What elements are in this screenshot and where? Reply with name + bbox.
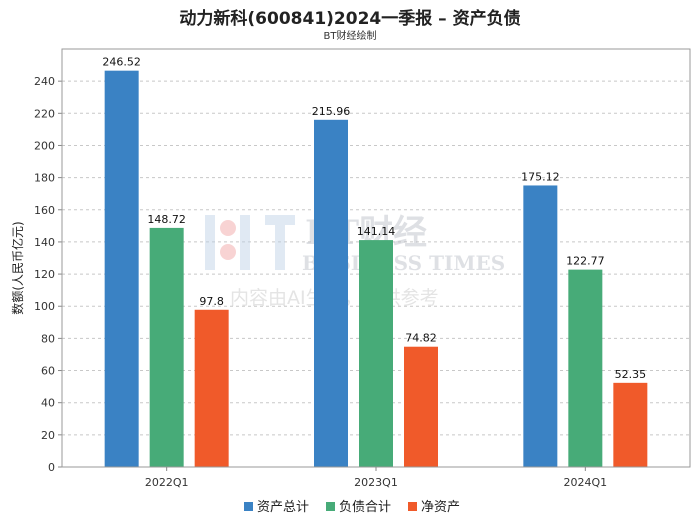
y-tick-label: 40 [41,397,55,410]
watermark-logo-bar [265,215,295,225]
y-tick-label: 120 [34,268,55,281]
chart-subtitle: BT财经绘制 [323,31,377,42]
bar [523,185,558,467]
chart-title: 动力新科(600841)2024一季报 – 资产负债 [179,9,521,29]
legend-swatch [408,502,417,511]
data-label: 52.35 [615,368,647,381]
data-label: 175.12 [521,170,560,183]
y-tick-label: 200 [34,139,55,152]
x-tick-label: 2022Q1 [145,476,189,489]
bar [104,70,139,467]
y-tick-label: 240 [34,75,55,88]
x-tick-label: 2023Q1 [354,476,398,489]
y-tick-label: 0 [48,461,55,474]
y-axis-label: 数额(人民币亿元) [10,221,25,314]
bar [314,119,348,468]
legend-label: 资产总计 [257,500,309,515]
watermark-logo-dot [220,244,236,260]
legend-swatch [244,502,253,511]
data-label: 141.14 [357,225,396,238]
watermark-logo-dot [220,220,236,236]
y-tick-label: 60 [41,365,55,378]
y-tick-label: 180 [34,172,55,185]
watermark-logo-bar [205,215,215,270]
bar [568,269,603,467]
data-label: 246.52 [102,56,141,69]
legend-label: 负债合计 [339,500,391,515]
data-label: 215.96 [312,105,351,118]
x-tick-label: 2024Q1 [564,476,608,489]
y-tick-label: 20 [41,429,55,442]
bar [404,346,438,467]
axes: 0 20 40 60 80 100 120 140 160 180 200 220 240 2022Q1 2… [34,48,691,489]
watermark-logo-bar [240,215,250,270]
legend-swatch [326,502,335,511]
y-tick-label: 140 [34,236,55,249]
data-label: 97.8 [199,295,224,308]
y-tick-label: 220 [34,107,55,120]
data-label: 122.77 [566,255,605,268]
bar [359,240,393,467]
bar [613,382,648,467]
watermark-logo-bar [275,215,285,270]
bar [194,309,229,467]
legend: 资产总计 负债合计 净资产 [244,500,460,515]
y-tick-label: 160 [34,204,55,217]
legend-label: 净资产 [421,500,460,515]
data-label: 74.82 [405,332,437,345]
bar [149,227,184,467]
y-tick-label: 100 [34,300,55,313]
watermark: BT财经 BUSINESS TIMES 内容由AI生成，仅供参考 [205,213,505,309]
data-label: 148.72 [147,213,186,226]
bars [104,70,648,468]
y-tick-label: 80 [41,332,55,345]
data-labels: 246.52 148.72 97.8 215.96 141.14 74.82 175.12 1… [102,56,646,381]
